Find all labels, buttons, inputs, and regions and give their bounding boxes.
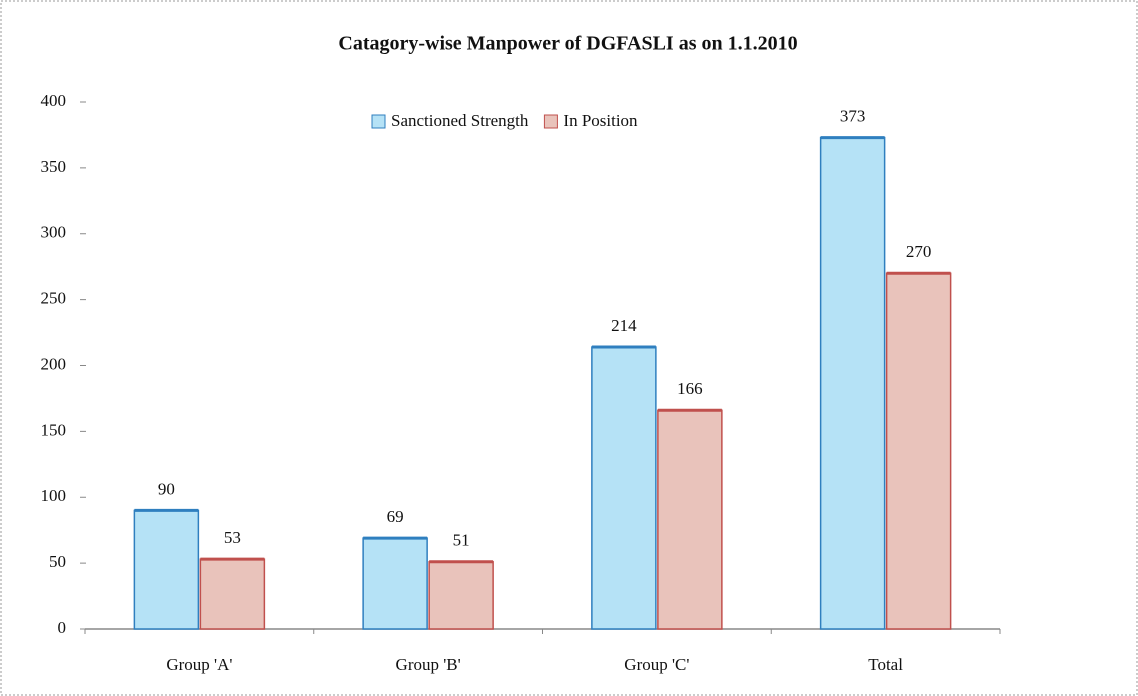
- y-tick-label: 300: [41, 223, 67, 242]
- bar: [591, 346, 657, 630]
- legend-label: Sanctioned Strength: [391, 111, 529, 130]
- x-tick-label: Group 'B': [396, 655, 461, 674]
- bar: [657, 409, 723, 630]
- bar: [885, 272, 952, 630]
- data-label: 373: [840, 106, 866, 125]
- y-tick-label: 100: [41, 486, 67, 505]
- data-label: 69: [387, 507, 404, 526]
- data-label: 214: [611, 316, 637, 335]
- data-label: 270: [906, 242, 932, 261]
- legend-swatch: [543, 114, 558, 129]
- data-label: 90: [158, 479, 175, 498]
- y-tick-label: 350: [41, 157, 67, 176]
- data-label: 53: [224, 528, 241, 547]
- y-tick-label: 400: [41, 91, 67, 110]
- chart-title: Catagory-wise Manpower of DGFASLI as on …: [338, 33, 797, 55]
- y-tick-label: 250: [41, 289, 67, 308]
- x-tick-label: Total: [868, 655, 903, 674]
- bar: [199, 558, 266, 630]
- bar: [428, 561, 494, 630]
- y-tick-label: 50: [49, 552, 66, 571]
- x-tick-label: Group 'A': [166, 655, 232, 674]
- x-tick-label: Group 'C': [624, 655, 689, 674]
- y-tick-label: 0: [58, 618, 67, 637]
- data-label: 51: [453, 531, 470, 550]
- y-tick-label: 200: [41, 354, 67, 373]
- y-tick-label: 150: [41, 420, 67, 439]
- bar: [133, 509, 200, 630]
- bar: [362, 537, 428, 630]
- bar: [819, 136, 886, 630]
- data-label: 166: [677, 379, 703, 398]
- legend-swatch: [371, 114, 386, 129]
- legend-label: In Position: [563, 111, 638, 130]
